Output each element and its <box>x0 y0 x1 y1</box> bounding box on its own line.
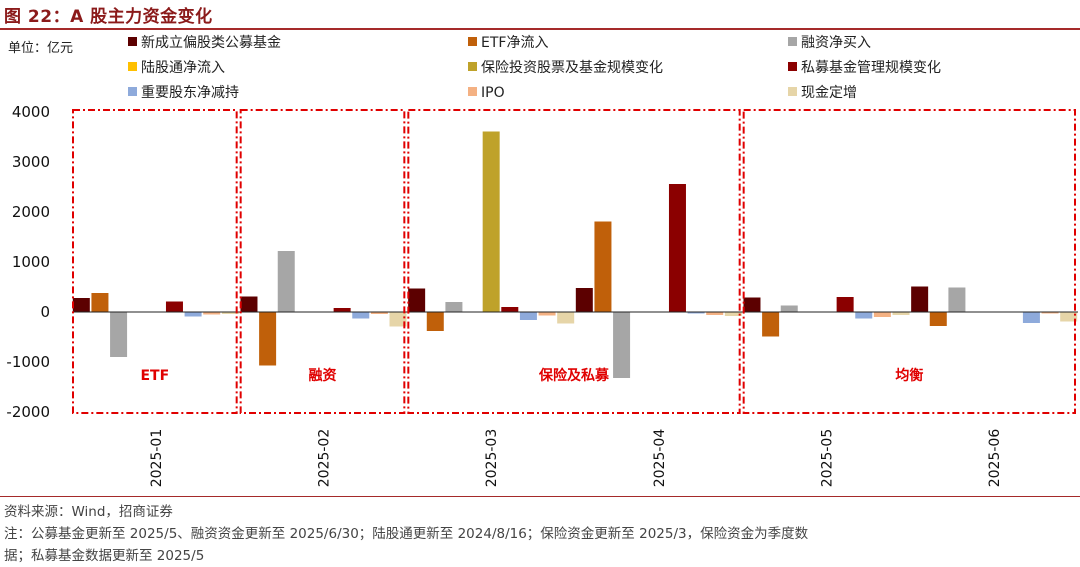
legend-item: IPO <box>468 84 505 102</box>
bar <box>408 288 426 312</box>
bar <box>668 184 686 312</box>
bar <box>445 302 463 312</box>
legend-item: 融资净买入 <box>788 34 871 52</box>
legend-label: 私募基金管理规模变化 <box>801 60 941 76</box>
legend-item: 重要股东净减持 <box>128 84 239 102</box>
x-category-label: 2025-02 <box>317 429 333 488</box>
bar <box>724 312 742 316</box>
bar <box>780 305 798 312</box>
bar <box>836 297 854 312</box>
bar <box>557 312 575 324</box>
footnote-line-2: 据；私募基金数据更新至 2025/5 <box>4 548 205 564</box>
bar <box>1041 312 1059 314</box>
legend-item: ETF净流入 <box>468 34 548 52</box>
bar <box>389 312 407 327</box>
legend-label: 保险投资股票及基金规模变化 <box>481 60 663 76</box>
bar <box>613 312 631 378</box>
legend-label: ETF净流入 <box>481 35 549 51</box>
bar <box>929 312 947 326</box>
bar-chart: -2000 -1000 0 1000 2000 3000 4000 2025-01 2025-0… <box>6 103 1078 488</box>
legend-swatch <box>468 62 477 71</box>
annotation-box <box>742 109 1077 414</box>
legend-item: 新成立偏股类公募基金 <box>128 34 281 52</box>
legend-swatch <box>788 62 797 71</box>
legend-swatch <box>128 62 137 71</box>
x-category-label: 2025-05 <box>820 429 836 488</box>
y-tick-label: 4000 <box>12 103 50 121</box>
bar <box>352 312 370 319</box>
bar <box>72 298 90 312</box>
x-category-label: 2025-06 <box>987 429 1003 488</box>
bar <box>370 312 388 314</box>
legend-swatch <box>788 37 797 46</box>
x-category-label: 2025-04 <box>652 429 668 488</box>
y-tick-label: 2000 <box>12 203 50 221</box>
y-tick-label: 0 <box>40 303 50 321</box>
bar <box>855 312 873 319</box>
bar <box>203 312 221 315</box>
legend-item: 现金定增 <box>788 84 857 102</box>
legend-swatch <box>128 87 137 96</box>
legend-label: 现金定增 <box>801 85 857 101</box>
bar <box>501 307 519 312</box>
legend-swatch <box>468 87 477 96</box>
bar <box>110 312 128 357</box>
bar <box>333 308 351 312</box>
legend-item: 陆股通净流入 <box>128 59 225 77</box>
bar <box>948 287 966 312</box>
bar <box>221 312 239 314</box>
bar <box>1022 312 1040 323</box>
x-category-label: 2025-01 <box>149 429 165 488</box>
y-tick-label: 1000 <box>12 253 50 271</box>
legend-label: 新成立偏股类公募基金 <box>141 35 281 51</box>
annotation-box <box>239 109 406 414</box>
bar <box>743 297 761 312</box>
bar <box>482 131 500 312</box>
bar <box>762 312 780 337</box>
bottom-rule <box>0 496 1080 497</box>
legend-label: 融资净买入 <box>801 35 871 51</box>
bar <box>165 301 183 312</box>
unit-label: 单位：亿元 <box>8 41 74 56</box>
bar <box>687 312 705 314</box>
legend-item: 私募基金管理规模变化 <box>788 59 941 77</box>
bar <box>911 286 929 312</box>
legend-label: IPO <box>481 85 505 101</box>
bar <box>1060 312 1078 322</box>
legend-swatch <box>788 87 797 96</box>
legend-label: 重要股东净减持 <box>141 85 239 101</box>
annotation-box <box>72 109 238 414</box>
source-note: 资料来源：Wind，招商证券 <box>4 504 173 520</box>
bar <box>594 221 612 312</box>
annotation-label: ETF <box>140 368 169 384</box>
y-tick-label: -2000 <box>6 403 50 421</box>
bar <box>259 312 277 366</box>
annotation-label: 保险及私募 <box>538 367 610 384</box>
bar <box>873 312 891 317</box>
legend-item: 保险投资股票及基金规模变化 <box>468 59 663 77</box>
bar <box>575 288 593 312</box>
figure-title: 图 22：A 股主力资金变化 <box>4 7 213 27</box>
legend-swatch <box>468 37 477 46</box>
y-tick-label: 3000 <box>12 153 50 171</box>
bar <box>184 312 202 317</box>
footnote-line-1: 注：公募基金更新至 2025/5、融资资金更新至 2025/6/30；陆股通更新… <box>4 526 809 542</box>
bar <box>706 312 724 315</box>
bar <box>277 251 295 312</box>
bar <box>538 312 556 316</box>
bar <box>426 312 444 331</box>
bar <box>519 312 537 320</box>
y-tick-label: -1000 <box>6 353 50 371</box>
bar <box>240 296 258 312</box>
annotation-label: 融资 <box>309 367 337 384</box>
bar <box>91 293 109 312</box>
legend-swatch <box>128 37 137 46</box>
title-rule <box>0 28 1080 30</box>
x-category-label: 2025-03 <box>484 429 500 488</box>
bar <box>892 312 910 315</box>
annotation-label: 均衡 <box>895 367 923 384</box>
annotation-box <box>407 109 741 414</box>
legend-label: 陆股通净流入 <box>141 60 225 76</box>
